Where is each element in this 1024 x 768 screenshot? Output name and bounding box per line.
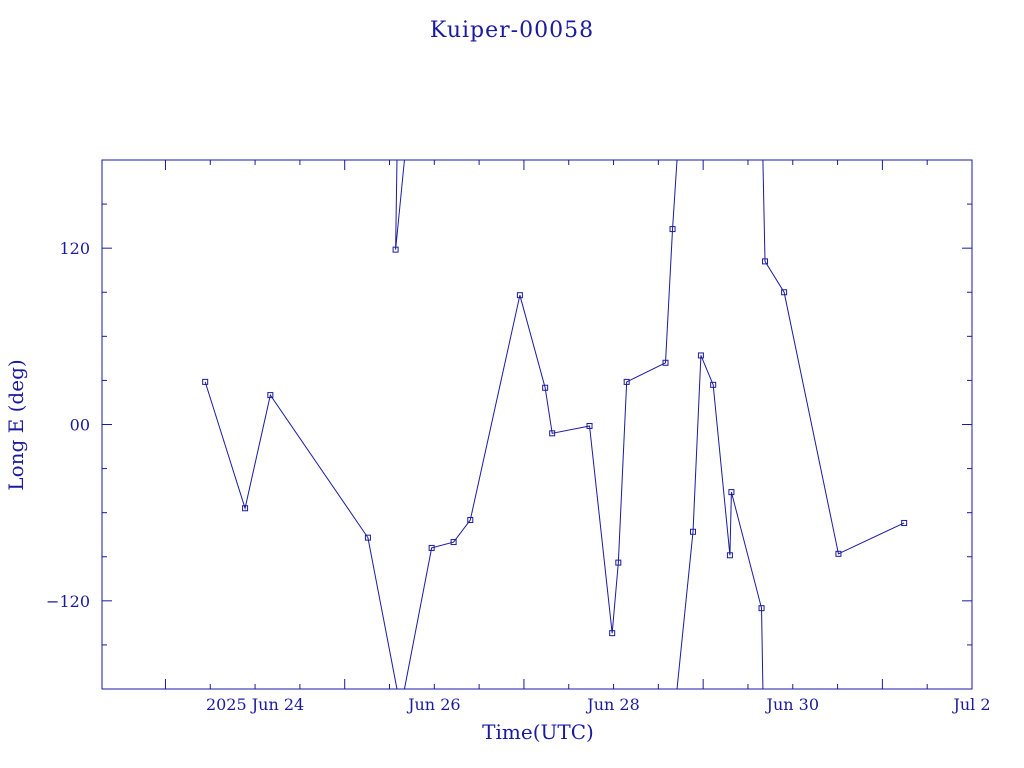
series-line	[676, 355, 764, 690]
data-point	[710, 381, 717, 388]
data-point	[392, 246, 399, 253]
data-point	[267, 392, 274, 399]
data-point	[758, 605, 765, 612]
data-point	[428, 544, 435, 551]
plot-border	[101, 159, 973, 690]
x-tick-label: Jun 30	[765, 695, 819, 714]
data-point	[669, 226, 676, 233]
data-point	[762, 258, 769, 265]
series-layer	[202, 159, 908, 690]
data-point	[202, 378, 209, 385]
data-point	[781, 289, 788, 296]
data-point	[450, 539, 457, 546]
data-point	[609, 630, 616, 637]
y-tick-label: −120	[46, 592, 90, 611]
data-point	[697, 352, 704, 359]
data-point	[662, 359, 669, 366]
y-tick-label: 120	[59, 239, 90, 258]
data-point	[726, 552, 733, 559]
y-tick-label: 00	[70, 416, 90, 435]
data-point	[623, 378, 630, 385]
data-point	[615, 559, 622, 566]
data-point	[467, 517, 474, 524]
data-point	[542, 384, 549, 391]
data-point	[586, 422, 593, 429]
data-point	[242, 505, 249, 512]
data-point	[728, 489, 735, 496]
y-axis-label: Long E (deg)	[4, 359, 28, 490]
plot-frame	[101, 159, 973, 690]
data-point	[516, 292, 523, 299]
x-axis: 2025 Jun 24 Jun 26 Jun 28 Jun 30 Jul 2	[164, 160, 991, 714]
series-line	[762, 159, 905, 555]
chart-title: Kuiper-00058	[430, 18, 594, 43]
data-point	[549, 430, 556, 437]
data-point	[690, 528, 697, 535]
data-point	[835, 550, 842, 557]
series-line	[403, 159, 678, 690]
series-line	[204, 381, 398, 690]
x-tick-label: Jun 28	[585, 695, 639, 714]
data-point	[364, 534, 371, 541]
series-line	[395, 159, 405, 250]
x-tick-label: Jun 26	[406, 695, 460, 714]
y-axis: 120 00 −120	[46, 159, 972, 690]
x-tick-label: 2025 Jun 24	[206, 695, 304, 714]
x-tick-label: Jul 2	[951, 695, 990, 714]
x-axis-label: Time(UTC)	[482, 720, 594, 744]
data-point	[901, 519, 908, 526]
